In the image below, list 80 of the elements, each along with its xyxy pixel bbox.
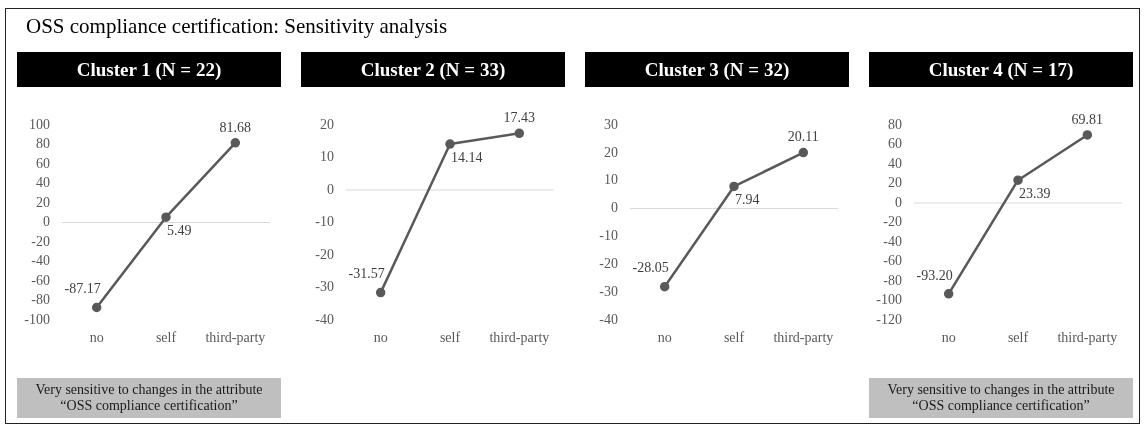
- chart-title: Cluster 3 (N = 32): [585, 52, 849, 87]
- y-tick-label: -10: [315, 214, 334, 230]
- point: [91, 302, 102, 313]
- y-tick-label: -60: [883, 253, 902, 269]
- y-tick-label: -40: [31, 253, 50, 269]
- y-tick-label: 0: [327, 181, 334, 197]
- y-tick-label: -100: [876, 292, 902, 308]
- y-tick-label: 10: [604, 172, 618, 188]
- y-tick-label: 20: [320, 116, 334, 132]
- y-tick-label: 0: [43, 214, 50, 230]
- y-tick-label: -30: [599, 283, 618, 299]
- y-tick-label: 80: [36, 136, 50, 152]
- y-tick-label: -20: [883, 214, 902, 230]
- x-tick-label: self: [155, 330, 177, 346]
- data-label: -31.57: [348, 266, 385, 282]
- chart-title: Cluster 4 (N = 17): [869, 52, 1133, 87]
- x-tick-label: no: [89, 330, 104, 346]
- x-tick-label: third-party: [205, 330, 266, 346]
- point: [161, 212, 171, 222]
- y-tick-label: -40: [315, 311, 334, 327]
- data-label: 20.11: [787, 129, 819, 145]
- y-tick-label: -120: [876, 311, 902, 327]
- point: [230, 138, 241, 148]
- text: OSS compliance certification: Sensitivity analysis: [26, 13, 448, 39]
- text: Very sensitive to changes in the attribute “OSS compliance certification”: [869, 378, 1133, 418]
- y-tick-label: -80: [883, 272, 902, 288]
- point: [514, 128, 525, 139]
- data-label: 5.49: [167, 222, 192, 238]
- point: [1013, 175, 1023, 185]
- y-tick-label: 0: [895, 194, 902, 210]
- x-tick-label: no: [657, 330, 672, 346]
- x-tick-label: no: [373, 330, 388, 346]
- y-tick-label: -20: [315, 246, 334, 262]
- y-tick-label: 20: [888, 175, 902, 191]
- y-tick-label: 0: [611, 200, 618, 216]
- point: [659, 281, 670, 292]
- point: [375, 287, 386, 298]
- y-tick-label: 60: [888, 136, 902, 152]
- y-tick-label: 10: [320, 149, 334, 165]
- x-tick-label: no: [941, 330, 956, 346]
- data-label: 7.94: [735, 192, 760, 208]
- y-tick-label: -100: [24, 311, 50, 327]
- point: [729, 181, 739, 192]
- point: [445, 139, 455, 149]
- point: [798, 147, 809, 158]
- x-tick-label: third-party: [489, 330, 550, 346]
- data-label: -93.20: [916, 267, 953, 283]
- x-tick-label: self: [723, 330, 745, 346]
- y-tick-label: -80: [31, 292, 50, 308]
- y-tick-label: 60: [36, 155, 50, 171]
- y-tick-label: 80: [888, 116, 902, 132]
- data-label: 23.39: [1019, 185, 1051, 201]
- y-tick-label: -40: [599, 311, 618, 327]
- data-label: -28.05: [632, 260, 669, 276]
- y-tick-label: 40: [36, 175, 50, 191]
- x-tick-label: third-party: [1057, 330, 1118, 346]
- data-label: 17.43: [503, 110, 536, 126]
- y-tick-label: -10: [599, 228, 618, 244]
- y-tick-label: -60: [31, 272, 50, 288]
- text: Very sensitive to changes in the attribute “OSS compliance certification”: [17, 378, 281, 418]
- point: [1082, 130, 1093, 140]
- data-label: 14.14: [451, 149, 483, 165]
- data-label: -87.17: [64, 281, 101, 297]
- y-tick-label: -20: [599, 255, 618, 271]
- y-tick-label: 40: [888, 155, 902, 171]
- chart-title: Cluster 2 (N = 33): [301, 52, 565, 87]
- x-tick-label: self: [439, 330, 461, 346]
- data-label: 81.68: [219, 119, 252, 135]
- chart-title: Cluster 1 (N = 22): [17, 52, 281, 87]
- data-label: 69.81: [1071, 111, 1104, 127]
- y-tick-label: 20: [604, 144, 618, 160]
- y-tick-label: -20: [31, 233, 50, 249]
- y-tick-label: -30: [315, 279, 334, 295]
- y-tick-label: 20: [36, 194, 50, 210]
- x-tick-label: third-party: [773, 330, 834, 346]
- point: [943, 289, 954, 299]
- y-tick-label: 30: [604, 116, 618, 132]
- x-tick-label: self: [1007, 330, 1029, 346]
- y-tick-label: 100: [29, 116, 50, 132]
- y-tick-label: -40: [883, 233, 902, 249]
